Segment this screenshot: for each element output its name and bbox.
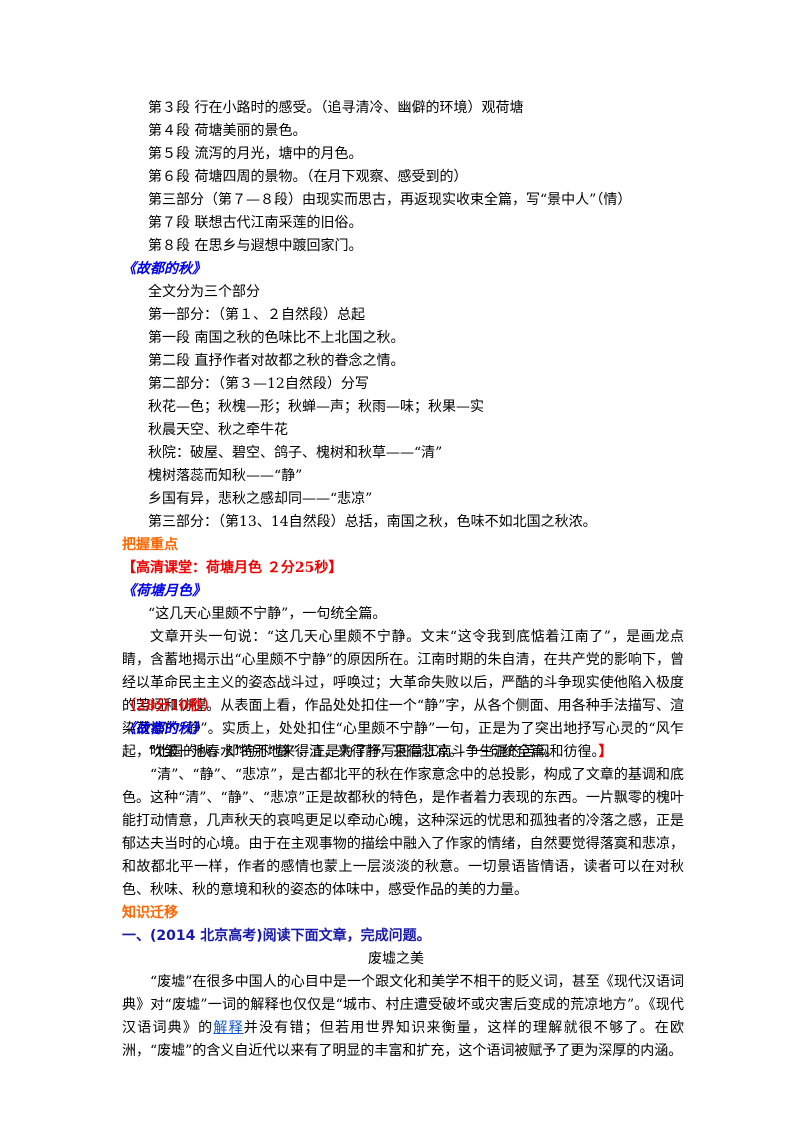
outline-line: 第３段 行在小路时的感受。（追寻清冷、幽僻的环境）观荷塘 [148,100,524,116]
outline-line: 第一部分：（第１、２自然段）总起 [148,307,365,323]
outline-line: 第４段 荷塘美丽的景色。 [148,123,307,139]
bracket-close: 】 [598,744,613,760]
outline-line: 第８段 在思乡与遐想中踱回家门。 [148,238,363,254]
article-text: 并没有错；但若用世界知识来衡量，这样的理解就很不够了。在欧洲，“废墟”的含义自近… [122,1020,685,1059]
outline-line: 秋院：破屋、碧空、鸽子、槐树和秋草——“清” [148,445,443,461]
outline-line: 秋花—色；秋槐—形；秋蝉—声；秋雨—味；秋果—实 [148,399,484,415]
key-points-heading: 把握重点 [122,537,178,553]
article-paragraph: “废墟”在很多中国人的心目中是一个跟文化和美学不相干的贬义词，甚至《现代汉语词典… [122,971,684,1063]
section-title-gudu: 《故都的秋》 [122,261,206,277]
section-title-hetang: 《荷塘月色》 [122,583,206,599]
transfer-heading: 知识迁移 [122,905,178,921]
explanation-link[interactable]: 解释 [213,1020,244,1036]
article-text: “废墟”在很多中国人的心目中是一个跟文化和美学不相干的贬义词，甚至《现代汉语词典… [122,974,684,1036]
section-title-gudu-2: 《故都的秋》 [122,721,206,737]
outline-line: 第一段 南国之秋的色味比不上北国之秋。 [148,330,405,346]
article-title: 废墟之美 [368,951,424,967]
outline-line: 第三部分（第７—８段）由现实而思古，再返现实收束全篇，写“景中人”（情） [148,192,632,208]
outline-line: 第５段 流泻的月光，塘中的月色。 [148,146,363,162]
video-time-marker: （28分10秒） [122,698,217,714]
summary-line: “北国的秋，却特别地来得清，来得静，来得悲凉。 ”一句统全篇。 [148,744,559,760]
paragraph-text: 文章开头一句说：“这几天心里颇不宁静。文末“这令我到底惦着江南了”，是画龙点睛，… [122,629,684,760]
outline-line: 乡国有异，悲秋之感却同——“悲凉” [148,491,373,507]
video-marker: 【高清课堂：荷塘月色 ２分25秒】 [122,560,343,576]
outline-line: 槐树落蕊而知秋——“静” [148,468,303,484]
hetang-paragraph: 文章开头一句说：“这几天心里颇不宁静。文末“这令我到底惦着江南了”，是画龙点睛，… [122,626,684,764]
outline-line: 全文分为三个部分 [148,284,260,300]
outline-line: 第二段 直抒作者对故都之秋的眷念之情。 [148,353,405,369]
outline-line: 第６段 荷塘四周的景物。（在月下观察、感受到的） [148,169,468,185]
outline-line: 第三部分：（第13、14自然段）总括，南国之秋，色味不如北国之秋浓。 [148,514,597,530]
question-heading: 一、(2014 北京高考)阅读下面文章，完成问题。 [122,928,431,944]
outline-line: 第７段 联想古代江南采莲的旧俗。 [148,215,363,231]
outline-line: 第二部分：（第３—12自然段）分写 [148,376,369,392]
outline-line: 秋晨天空、秋之牵牛花 [148,422,288,438]
summary-line: “这几天心里颇不宁静”，一句统全篇。 [148,606,387,622]
gudu-paragraph: “清”、“静”、“悲凉”，是古都北平的秋在作家意念中的总投影，构成了文章的基调和… [122,767,684,898]
